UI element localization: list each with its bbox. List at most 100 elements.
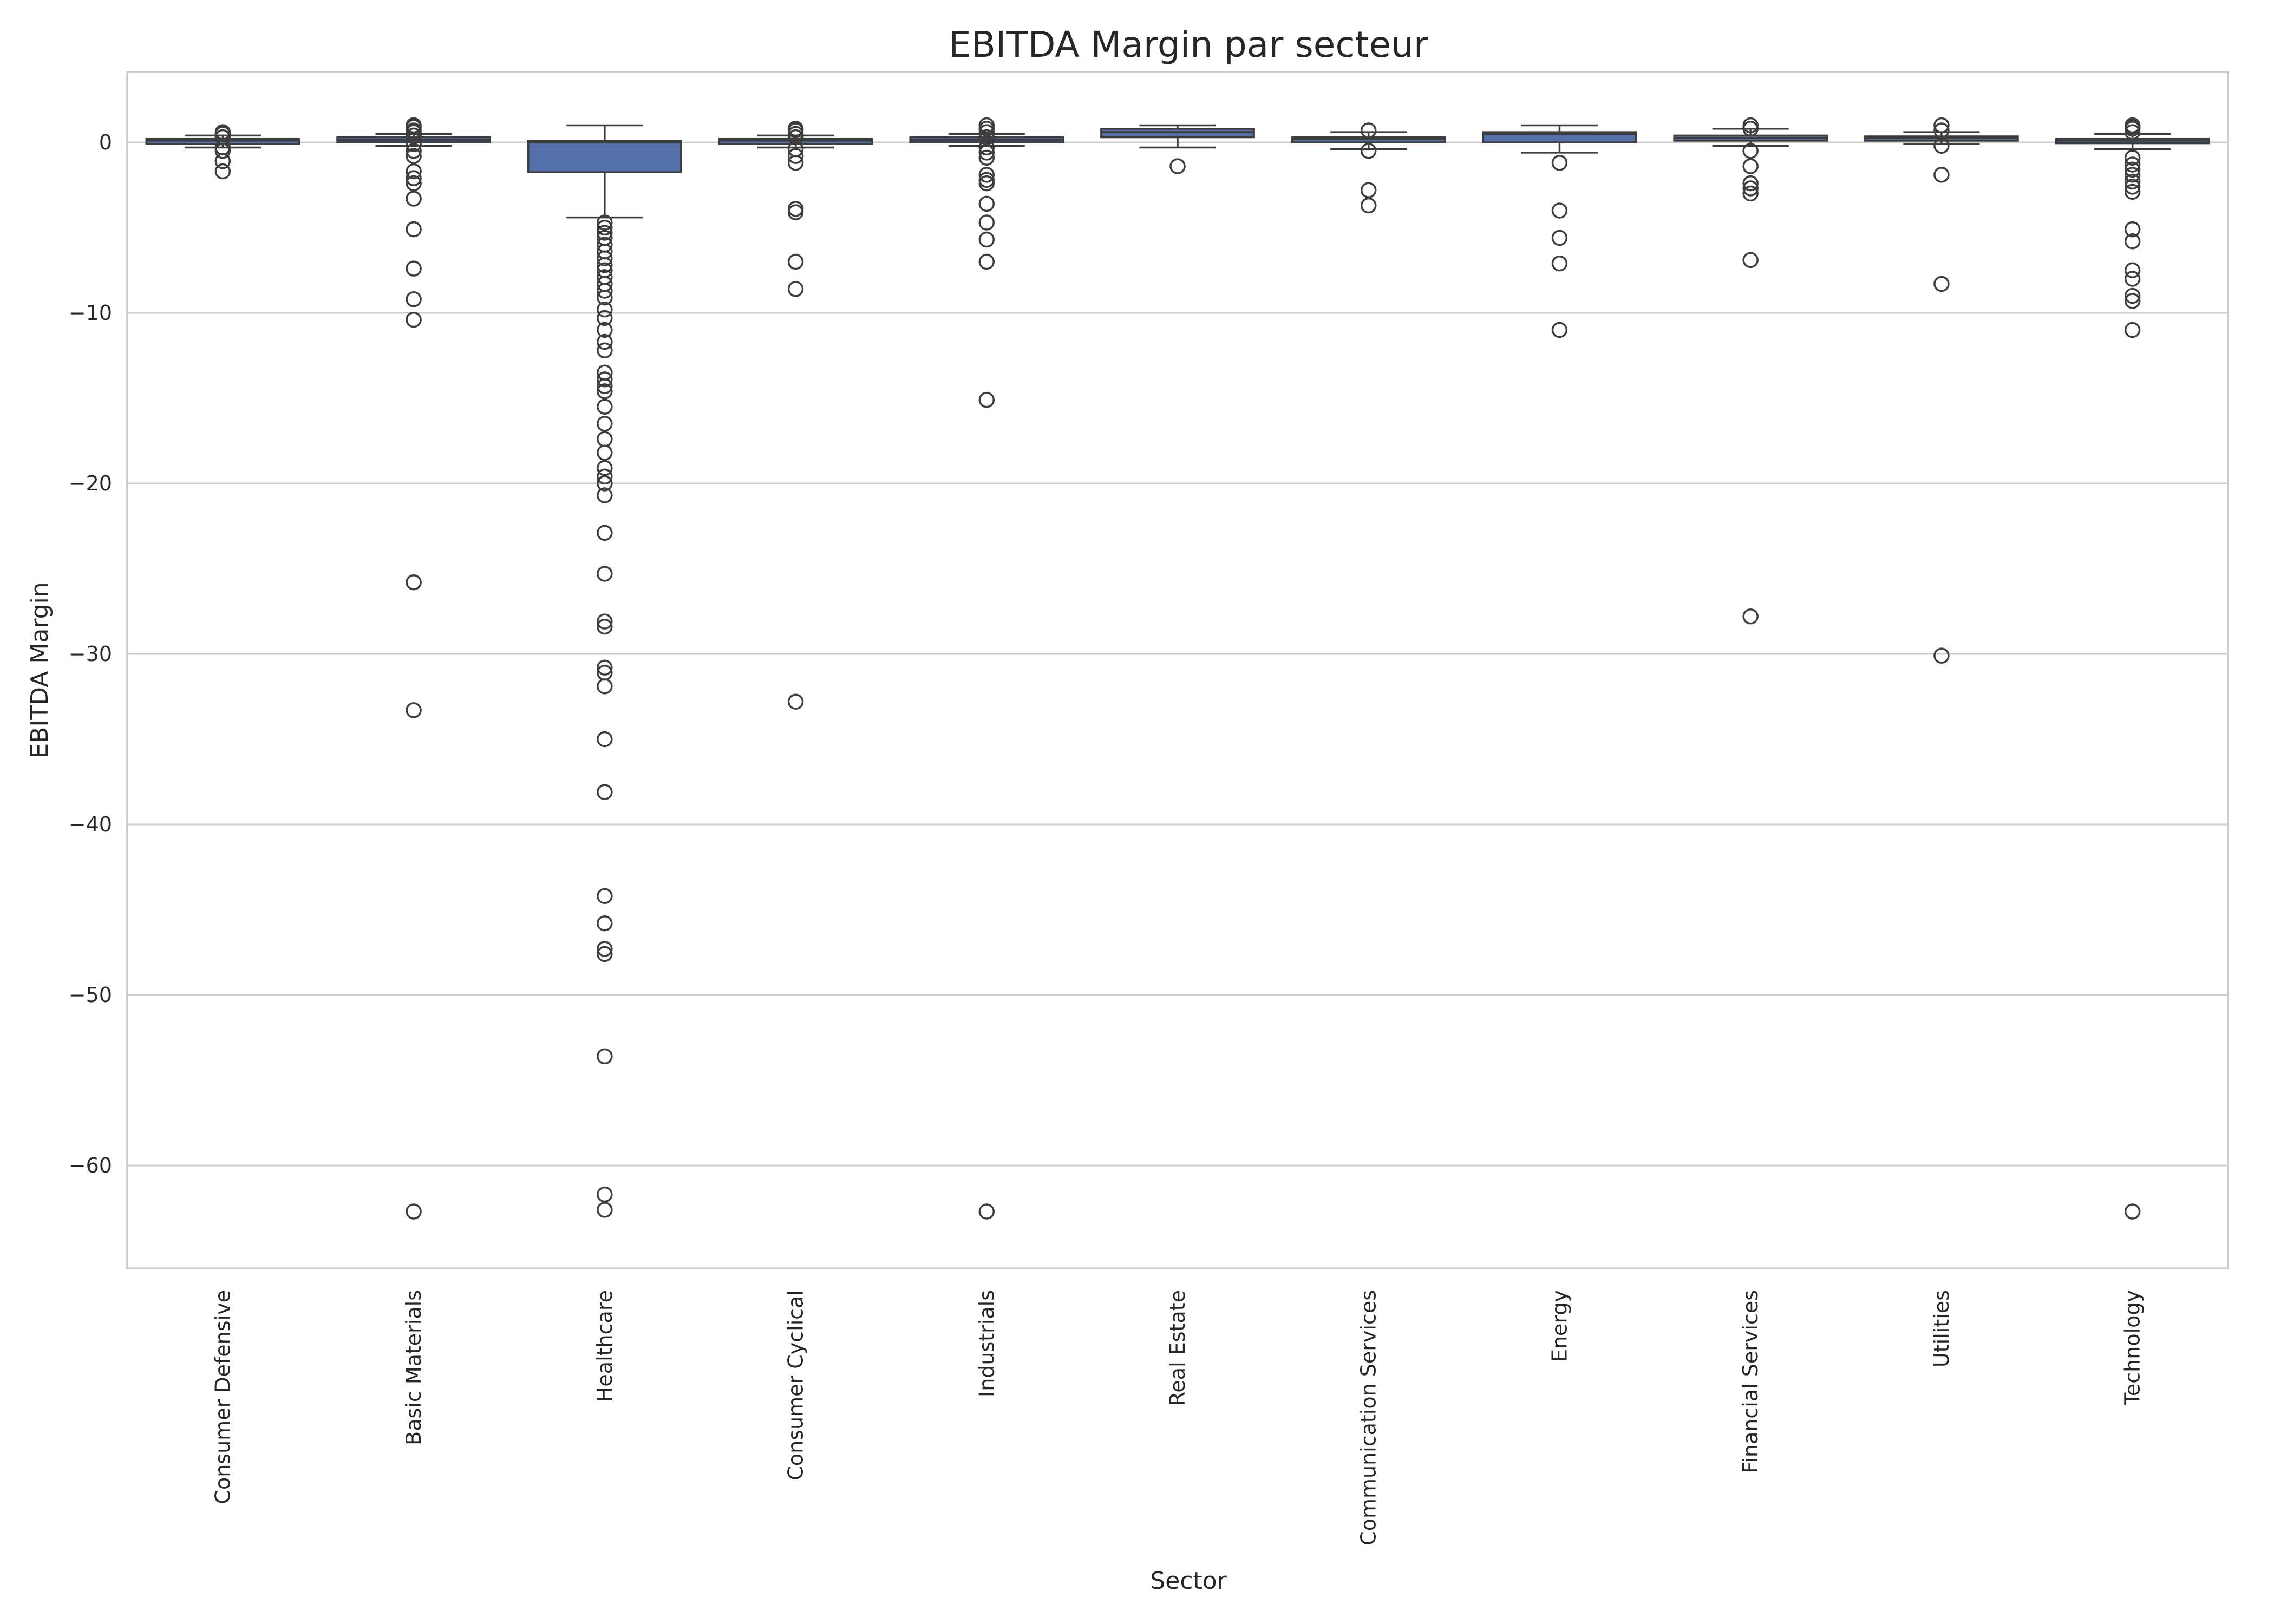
outlier-point	[597, 214, 613, 231]
outlier-point	[1742, 185, 1759, 202]
outlier-point	[2124, 322, 2141, 338]
outlier-point	[1169, 158, 1186, 174]
outlier-point	[1551, 230, 1568, 246]
outlier-point	[597, 283, 613, 299]
outlier-point	[597, 444, 613, 461]
outlier-point	[787, 201, 804, 217]
outlier-point	[406, 127, 422, 144]
outlier-point	[597, 1202, 613, 1218]
outlier-point	[2124, 179, 2141, 195]
outlier-point	[597, 1186, 613, 1203]
outlier-point	[2124, 287, 2141, 304]
outlier-point	[406, 702, 422, 718]
chart-title: EBITDA Margin par secteur	[949, 24, 1429, 66]
outlier-point	[978, 1203, 995, 1220]
outlier-point	[978, 253, 995, 270]
outlier-point	[406, 191, 422, 207]
outlier-point	[406, 221, 422, 238]
outlier-point	[597, 342, 613, 359]
y-tick-label: −40	[69, 813, 112, 836]
outlier-point	[597, 613, 613, 630]
box-group	[718, 121, 873, 710]
outlier-point	[597, 1048, 613, 1065]
x-tick-label: Real Estate	[1166, 1290, 1190, 1406]
outlier-point	[2124, 149, 2141, 166]
outlier-point	[1742, 180, 1759, 197]
outlier-point	[2124, 173, 2141, 190]
outlier-point	[978, 129, 995, 146]
outlier-point	[1933, 117, 1950, 134]
outlier-point	[597, 289, 613, 306]
outlier-point	[2124, 156, 2141, 173]
outlier-point	[1551, 155, 1568, 171]
outlier-point	[787, 155, 804, 171]
x-tick-label: Basic Materials	[402, 1290, 426, 1445]
outlier-point	[2124, 293, 2141, 309]
outlier-point	[214, 153, 231, 169]
outlier-point	[1360, 122, 1377, 139]
outlier-point	[978, 214, 995, 231]
outlier-point	[406, 291, 422, 307]
outlier-point	[1933, 167, 1950, 183]
outlier-point	[597, 416, 613, 432]
x-tick-label: Healthcare	[593, 1290, 617, 1402]
y-tick-label: −10	[69, 301, 112, 325]
outlier-point	[978, 231, 995, 248]
outlier-point	[1933, 137, 1950, 154]
y-tick-label: −20	[69, 472, 112, 495]
y-tick-label: −30	[69, 642, 112, 666]
outlier-point	[1742, 608, 1759, 625]
outlier-point	[1360, 143, 1377, 159]
outlier-point	[978, 391, 995, 408]
outlier-point	[1360, 197, 1377, 214]
outlier-point	[2124, 233, 2141, 250]
outlier-point	[597, 566, 613, 582]
box-group	[336, 117, 491, 1220]
outlier-point	[597, 659, 613, 676]
outlier-point	[1742, 158, 1759, 174]
outlier-point	[597, 250, 613, 266]
outlier-point	[597, 468, 613, 485]
x-tick-label: Technology	[2121, 1290, 2145, 1406]
y-gridlines	[127, 141, 2228, 1167]
outlier-point	[597, 946, 613, 962]
outlier-point	[406, 1203, 422, 1220]
outlier-point	[1360, 182, 1377, 198]
outlier-point	[978, 124, 995, 140]
outlier-point	[597, 383, 613, 400]
outlier-point	[406, 136, 422, 152]
y-axis-label: EBITDA Margin	[26, 582, 54, 758]
outlier-point	[597, 219, 613, 236]
outlier-point	[2124, 167, 2141, 183]
box-group	[1100, 124, 1255, 174]
x-tick-label: Industrials	[975, 1290, 998, 1397]
y-tick-labels: 0 −10 −20 −30 −40 −50 −60	[69, 130, 112, 1177]
x-tick-label: Consumer Defensive	[211, 1290, 234, 1504]
x-tick-label: Energy	[1547, 1290, 1571, 1362]
plot-frame	[126, 71, 2229, 1269]
outlier-point	[2124, 221, 2141, 238]
outlier-point	[597, 371, 613, 388]
box-group	[1864, 117, 2019, 664]
outlier-point	[978, 195, 995, 212]
outlier-point	[978, 175, 995, 192]
outlier-point	[597, 784, 613, 800]
outlier-point	[597, 431, 613, 447]
outlier-point	[1742, 175, 1759, 192]
outlier-point	[978, 145, 995, 161]
outlier-point	[214, 143, 231, 159]
x-axis-label: Sector	[1150, 1567, 1227, 1595]
outlier-point	[597, 322, 613, 338]
x-tick-label: Consumer Cyclical	[784, 1290, 808, 1481]
outlier-point	[978, 139, 995, 156]
outlier-point	[787, 253, 804, 270]
outlier-point	[978, 149, 995, 166]
outlier-point	[2124, 1203, 2141, 1220]
outlier-point	[1551, 255, 1568, 272]
box-group	[909, 117, 1064, 1220]
outlier-point	[597, 378, 613, 395]
outlier-point	[787, 693, 804, 710]
box-group	[1482, 124, 1637, 338]
outlier-point	[406, 260, 422, 277]
outlier-point	[406, 311, 422, 328]
